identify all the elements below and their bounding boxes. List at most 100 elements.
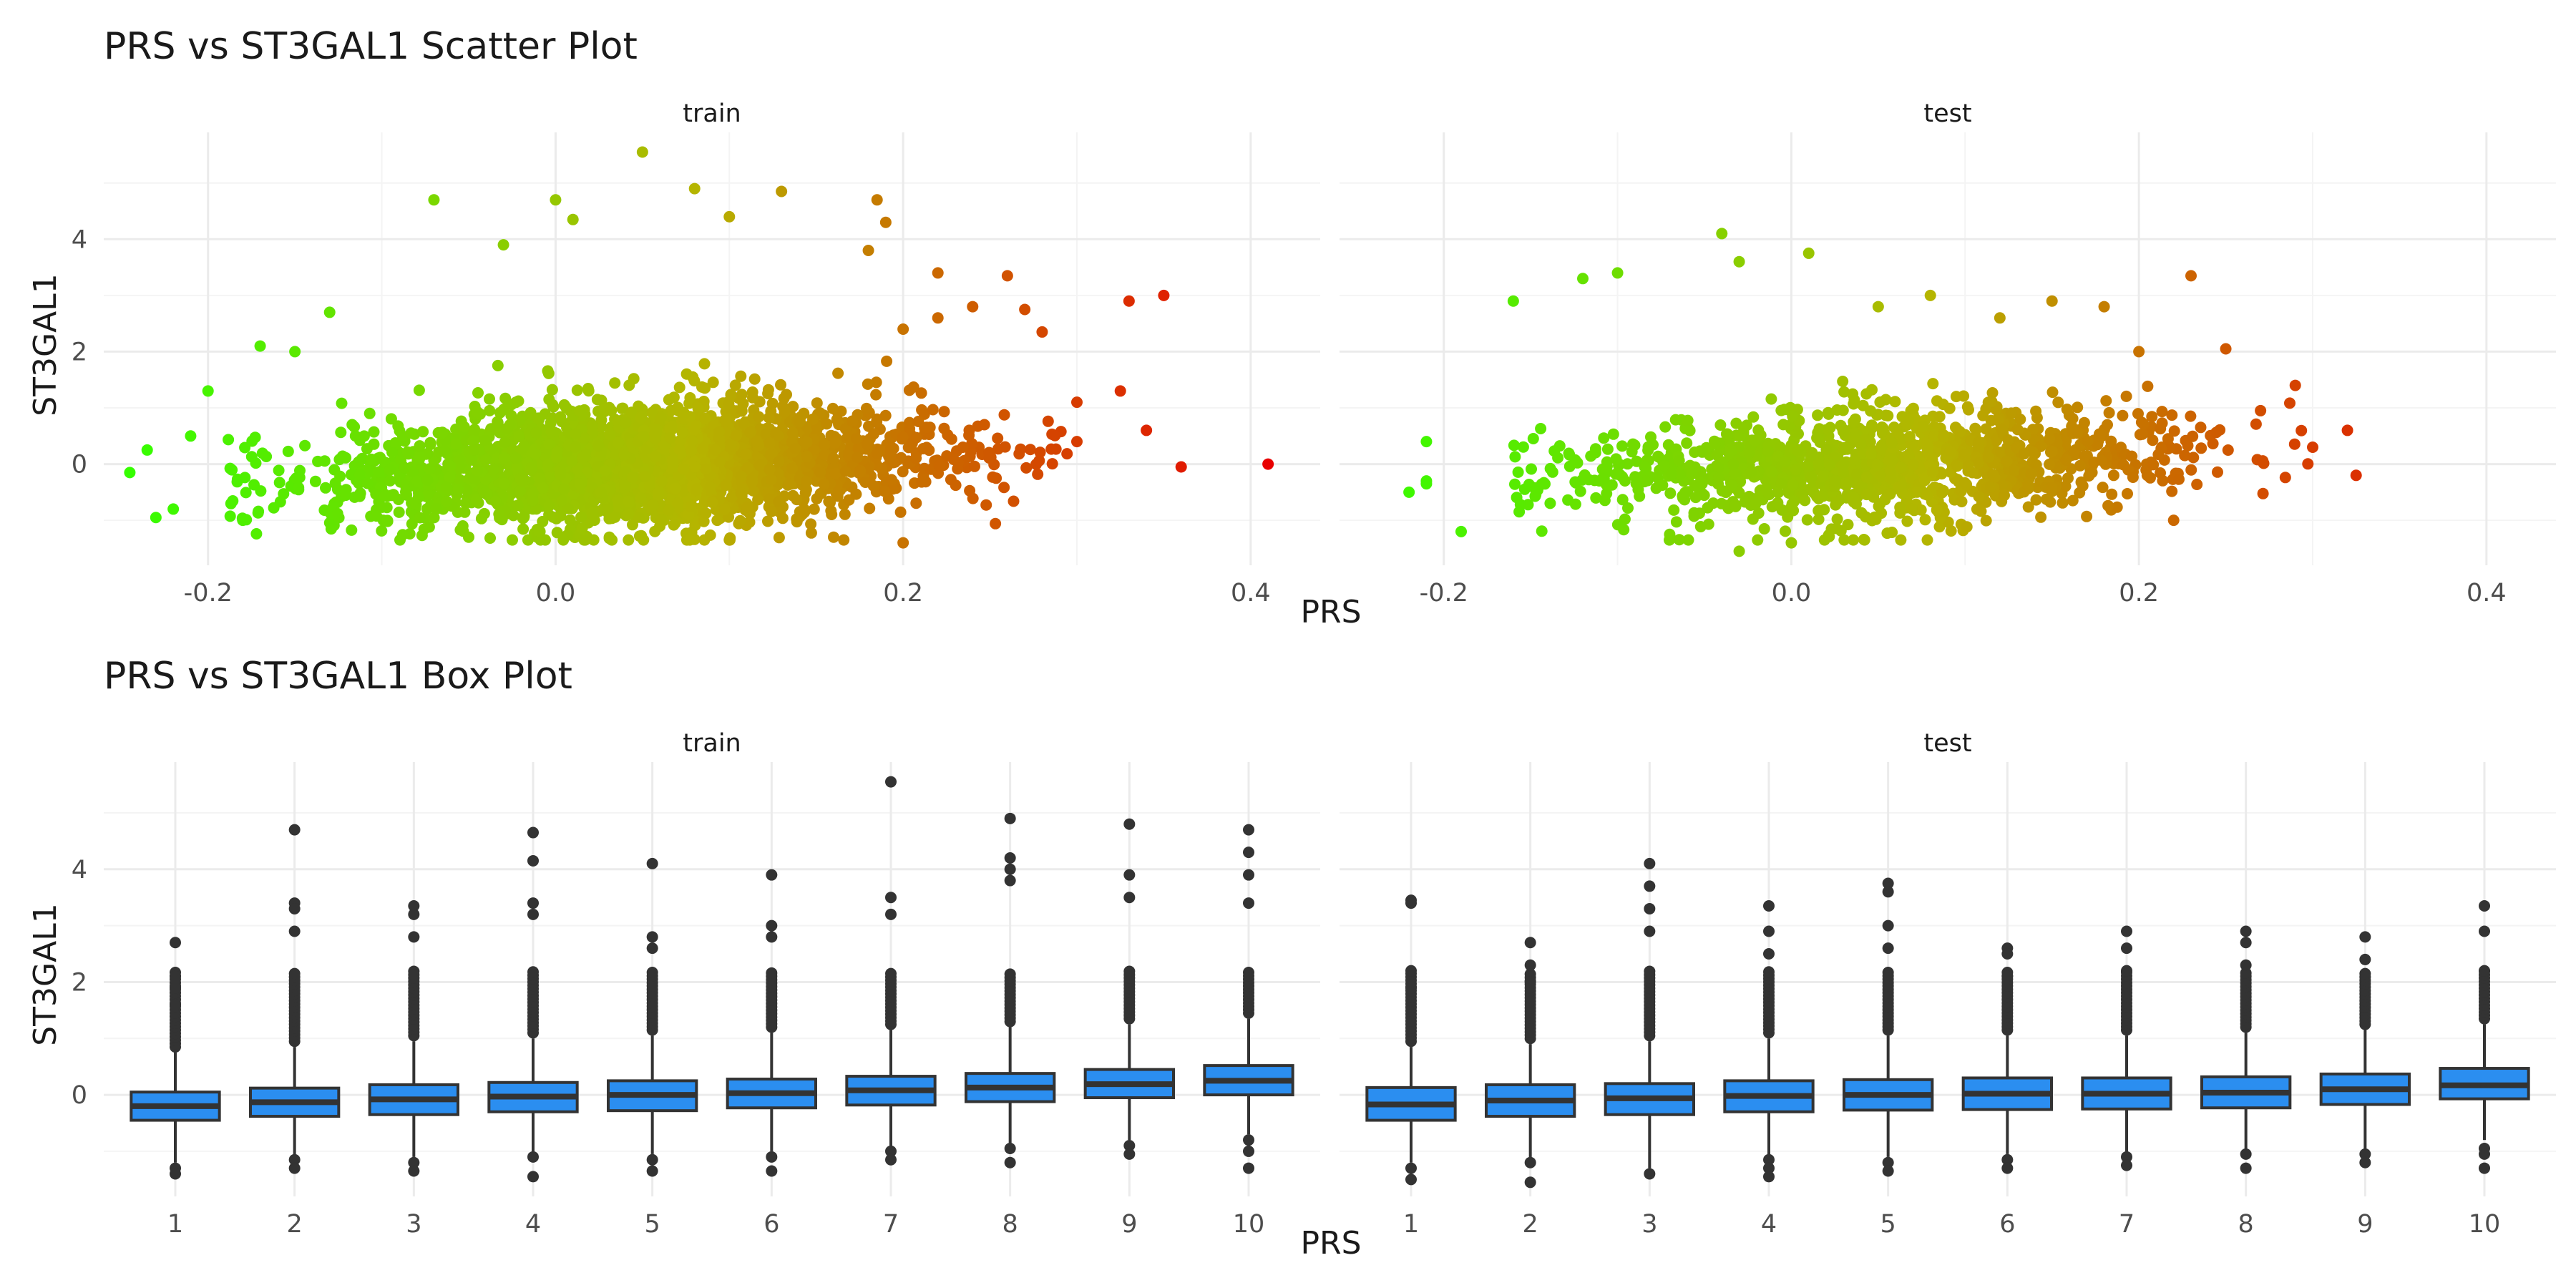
scatter-point <box>673 444 686 456</box>
scatter-point <box>807 413 819 425</box>
scatter-point <box>530 426 542 439</box>
box-x-tick-label: 4 <box>1761 1210 1777 1239</box>
scatter-point <box>711 514 723 527</box>
outlier-point <box>408 908 420 920</box>
scatter-point <box>1779 456 1791 468</box>
box-x-tick-label: 2 <box>1523 1210 1538 1239</box>
scatter-point <box>1733 545 1745 557</box>
scatter-point <box>987 471 999 483</box>
scatter-point <box>386 447 398 458</box>
scatter-point <box>1918 420 1929 432</box>
scatter-point <box>664 431 676 444</box>
scatter-y-tick-label: 4 <box>72 225 87 254</box>
scatter-point <box>224 510 236 522</box>
scatter-point <box>763 411 775 424</box>
scatter-point <box>801 450 813 462</box>
scatter-point <box>1894 502 1906 513</box>
scatter-point <box>779 403 791 415</box>
scatter-point <box>1745 466 1757 478</box>
scatter-point <box>945 433 957 445</box>
scatter-point <box>910 497 922 509</box>
scatter-point <box>293 482 305 494</box>
scatter-point <box>1777 419 1790 431</box>
scatter-point <box>1420 478 1433 490</box>
scatter-point <box>852 442 864 454</box>
scatter-point <box>1601 456 1613 468</box>
scatter-point <box>340 489 352 502</box>
scatter-point <box>1973 491 1985 502</box>
scatter-point <box>638 431 650 443</box>
scatter-point <box>881 355 893 367</box>
scatter-point <box>762 384 774 396</box>
scatter-x-tick-label: 0.0 <box>536 579 576 608</box>
scatter-point <box>753 411 765 423</box>
scatter-point <box>1420 436 1433 448</box>
scatter-point <box>1758 523 1770 535</box>
scatter-point <box>1621 458 1634 470</box>
scatter-point <box>2126 450 2138 462</box>
scatter-point <box>2082 435 2094 447</box>
scatter-point <box>488 463 499 475</box>
scatter-point <box>2156 417 2168 429</box>
box-strip-test: test <box>1923 729 1971 758</box>
scatter-point <box>2106 488 2118 500</box>
scatter-point <box>2069 449 2082 461</box>
scatter-point <box>2222 444 2234 456</box>
scatter-point <box>927 404 939 416</box>
scatter-point <box>582 383 594 394</box>
scatter-point <box>1860 471 1873 483</box>
scatter-point <box>497 239 509 251</box>
scatter-point <box>334 470 346 482</box>
box-x-tick-label: 5 <box>645 1210 660 1239</box>
box-x-tick-label: 6 <box>763 1210 779 1239</box>
scatter-point <box>786 462 799 474</box>
scatter-point <box>373 466 385 478</box>
scatter-x-tick-label: 0.2 <box>883 579 923 608</box>
scatter-point <box>1548 445 1561 457</box>
scatter-point <box>736 389 748 401</box>
scatter-point <box>424 463 436 475</box>
scatter-y-tick-label: 0 <box>72 451 87 479</box>
scatter-point <box>609 511 621 523</box>
scatter-point <box>731 429 743 441</box>
scatter-point <box>737 398 749 410</box>
outlier-point <box>646 967 658 979</box>
scatter-point <box>587 534 600 546</box>
outlier-point <box>1123 818 1136 830</box>
scatter-point <box>932 267 944 279</box>
scatter-point <box>602 503 614 514</box>
scatter-point <box>1682 414 1694 426</box>
scatter-point <box>1514 499 1526 511</box>
outlier-point <box>2240 925 2252 937</box>
scatter-point <box>998 409 1010 421</box>
scatter-point <box>1907 402 1919 414</box>
scatter-point <box>650 432 661 444</box>
scatter-point <box>1838 386 1850 398</box>
outlier-point <box>2479 1148 2490 1160</box>
scatter-point <box>498 452 510 464</box>
scatter-point <box>668 519 680 531</box>
outlier-point <box>646 1165 658 1177</box>
scatter-point <box>669 482 681 494</box>
scatter-point <box>376 501 389 513</box>
scatter-point <box>1924 289 1936 301</box>
scatter-point <box>461 484 473 497</box>
scatter-point <box>353 490 366 502</box>
scatter-point <box>416 530 428 542</box>
scatter-point <box>910 452 922 464</box>
scatter-point <box>1823 424 1835 436</box>
scatter-point <box>2132 408 2144 420</box>
scatter-point <box>2212 466 2223 478</box>
scatter-point <box>765 474 777 486</box>
scatter-point <box>1982 396 1994 409</box>
scatter-point <box>1725 444 1737 457</box>
scatter-point <box>1831 404 1843 416</box>
scatter-point <box>527 487 539 499</box>
scatter-point <box>1175 461 1187 473</box>
outlier-point <box>2001 948 2014 960</box>
outlier-point <box>408 931 420 943</box>
scatter-point <box>1019 303 1031 316</box>
scatter-point <box>573 405 585 417</box>
scatter-point <box>1509 451 1521 463</box>
scatter-point <box>595 486 607 498</box>
